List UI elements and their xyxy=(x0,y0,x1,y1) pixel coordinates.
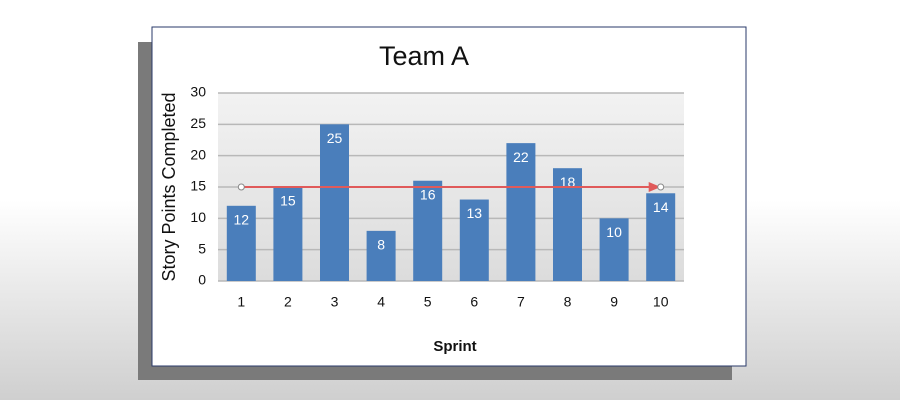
x-tick-label: 2 xyxy=(284,294,292,310)
x-tick-label: 3 xyxy=(331,294,339,310)
value-label: 25 xyxy=(327,130,343,146)
value-label: 22 xyxy=(513,149,529,165)
x-tick-label: 1 xyxy=(237,294,245,310)
reference-endpoint xyxy=(657,183,665,191)
x-axis-label: Sprint xyxy=(433,338,476,355)
reference-arrowhead xyxy=(648,182,661,192)
bar xyxy=(506,143,536,281)
value-label: 10 xyxy=(606,224,622,240)
y-tick-label: 10 xyxy=(190,209,206,225)
x-tick-label: 10 xyxy=(653,294,669,310)
bar xyxy=(273,187,303,281)
x-tick-label: 8 xyxy=(564,294,572,310)
bar xyxy=(320,124,349,281)
reference-endpoint xyxy=(237,183,245,191)
y-tick-label: 25 xyxy=(190,115,206,131)
x-tick-label: 6 xyxy=(470,294,478,310)
value-label: 16 xyxy=(420,186,436,202)
x-tick-label: 7 xyxy=(517,294,525,310)
value-label: 18 xyxy=(560,174,576,190)
bar xyxy=(413,180,443,281)
y-axis-label: Story Points Completed xyxy=(159,92,179,281)
bar xyxy=(459,199,489,281)
x-tick-label: 5 xyxy=(424,294,432,310)
value-label: 8 xyxy=(377,237,385,253)
bar xyxy=(366,230,396,281)
x-tick-label: 4 xyxy=(377,294,385,310)
value-label: 13 xyxy=(467,205,483,221)
bar xyxy=(599,218,629,281)
y-tick-label: 0 xyxy=(198,272,206,288)
value-label: 15 xyxy=(280,193,296,209)
chart-title: Team A xyxy=(379,41,469,71)
value-label: 12 xyxy=(234,212,250,228)
bar xyxy=(226,205,256,281)
y-tick-label: 15 xyxy=(190,178,206,194)
bar xyxy=(646,193,676,281)
y-tick-label: 30 xyxy=(190,84,206,100)
y-tick-label: 5 xyxy=(198,240,206,256)
x-tick-label: 9 xyxy=(610,294,618,310)
y-tick-label: 20 xyxy=(190,146,206,162)
value-label: 14 xyxy=(653,199,669,215)
